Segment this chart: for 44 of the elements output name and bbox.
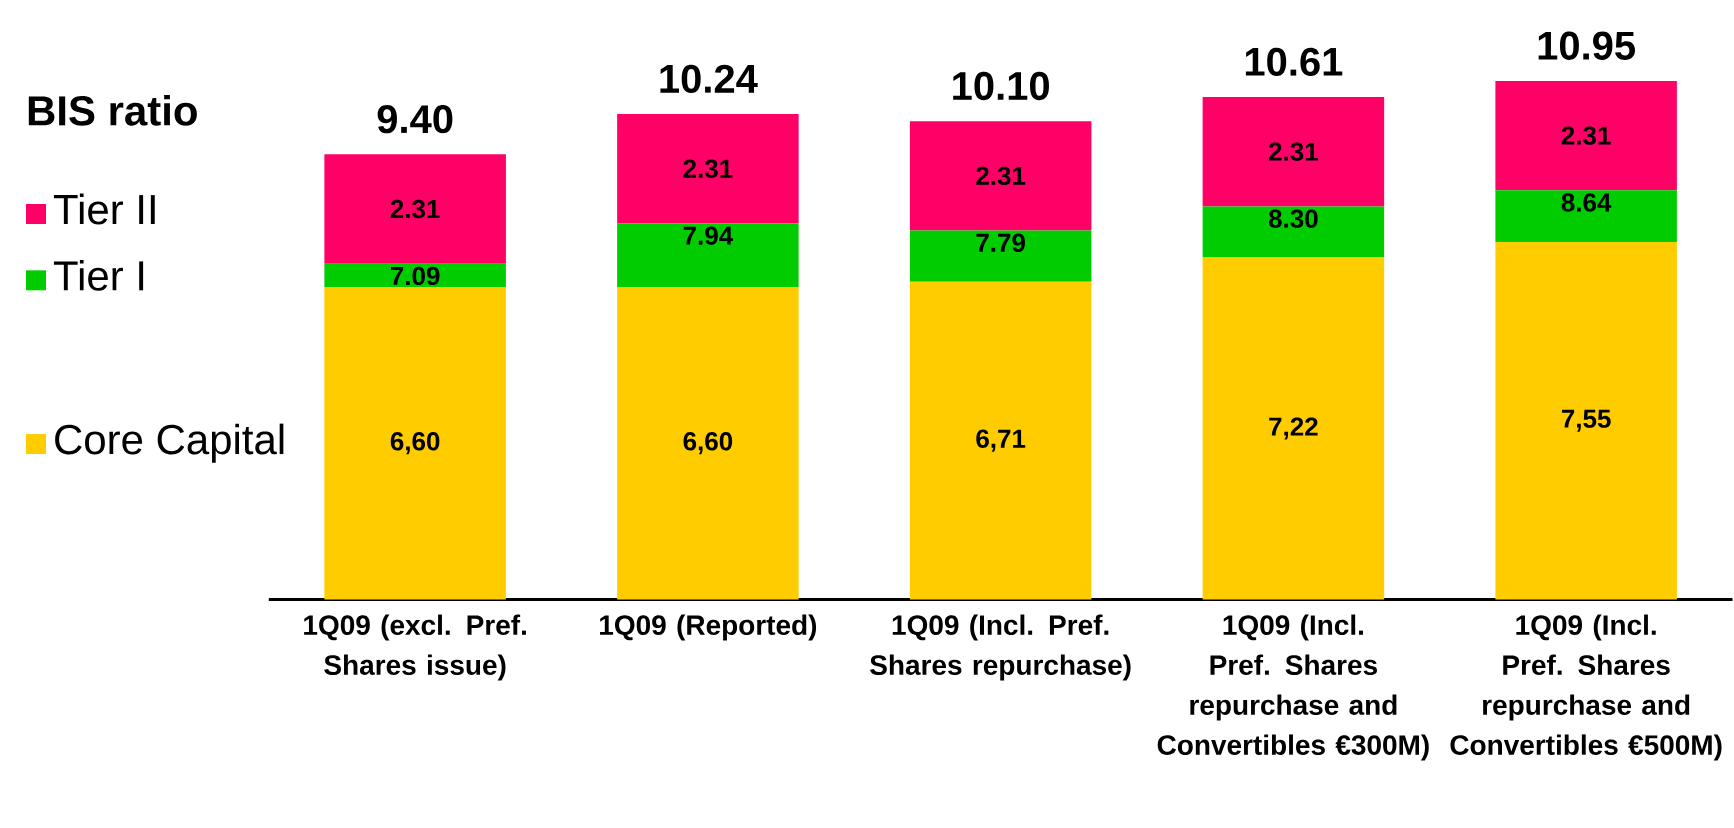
- data-label: 7,55: [1561, 409, 1611, 432]
- annotation: 7.94: [683, 226, 734, 245]
- total-label: 9.40: [377, 104, 453, 134]
- x-tick-label: 1Q09 (Reported): [600, 614, 817, 641]
- x-tick-label: 1Q09 (Incl. Pref. Shares repurchase): [870, 614, 1131, 681]
- data-label: 6,71: [976, 429, 1026, 452]
- total-label: 10.10: [953, 71, 1049, 100]
- bar: [617, 286, 799, 600]
- data-label: 6,60: [683, 431, 733, 455]
- total-label: 10.95: [1538, 31, 1636, 60]
- bar: [909, 121, 1092, 231]
- annotation: 7.09: [390, 266, 440, 285]
- bar: [909, 230, 1092, 282]
- data-label: 2.31: [1269, 142, 1318, 161]
- text: BIS ratio: [28, 94, 197, 126]
- bar: [324, 286, 506, 600]
- bar: [324, 263, 506, 287]
- bar: [617, 223, 799, 287]
- bar: [1495, 190, 1677, 242]
- bar: [1202, 96, 1385, 207]
- data-label: 2.31: [683, 159, 733, 178]
- data-label: 2.31: [976, 166, 1026, 185]
- bar: [1495, 241, 1677, 600]
- legend-label: Tier I: [53, 259, 144, 291]
- data-label: 7,22: [1269, 417, 1318, 440]
- annotation: 8.30: [1268, 209, 1318, 228]
- bar: [1202, 257, 1385, 600]
- bar: [617, 113, 799, 224]
- x-tick-label: 1Q09 (Incl. Pref. Shares repurchase and Convertibles €300M): [1157, 614, 1429, 761]
- total-label: 10.61: [1245, 47, 1343, 76]
- data-label: 6,60: [390, 431, 440, 455]
- x-tick-label: 1Q09 (Incl. Pref. Shares repurchase and Convertibles €500M): [1450, 614, 1722, 761]
- annotation: 8.64: [1561, 193, 1612, 212]
- bar: [1495, 80, 1677, 191]
- x-tick-label: 1Q09 (excl. Pref. Shares issue): [304, 614, 526, 681]
- data-label: 2.31: [390, 199, 440, 219]
- legend-label: Tier II: [53, 193, 155, 225]
- bar: [909, 281, 1092, 600]
- legend-label: Core Capital: [55, 423, 284, 463]
- data-label: 2.31: [1561, 126, 1611, 145]
- total-label: 10.24: [660, 64, 758, 93]
- bar: [1202, 206, 1385, 258]
- bar: [324, 154, 506, 264]
- annotation: 7.79: [976, 233, 1025, 252]
